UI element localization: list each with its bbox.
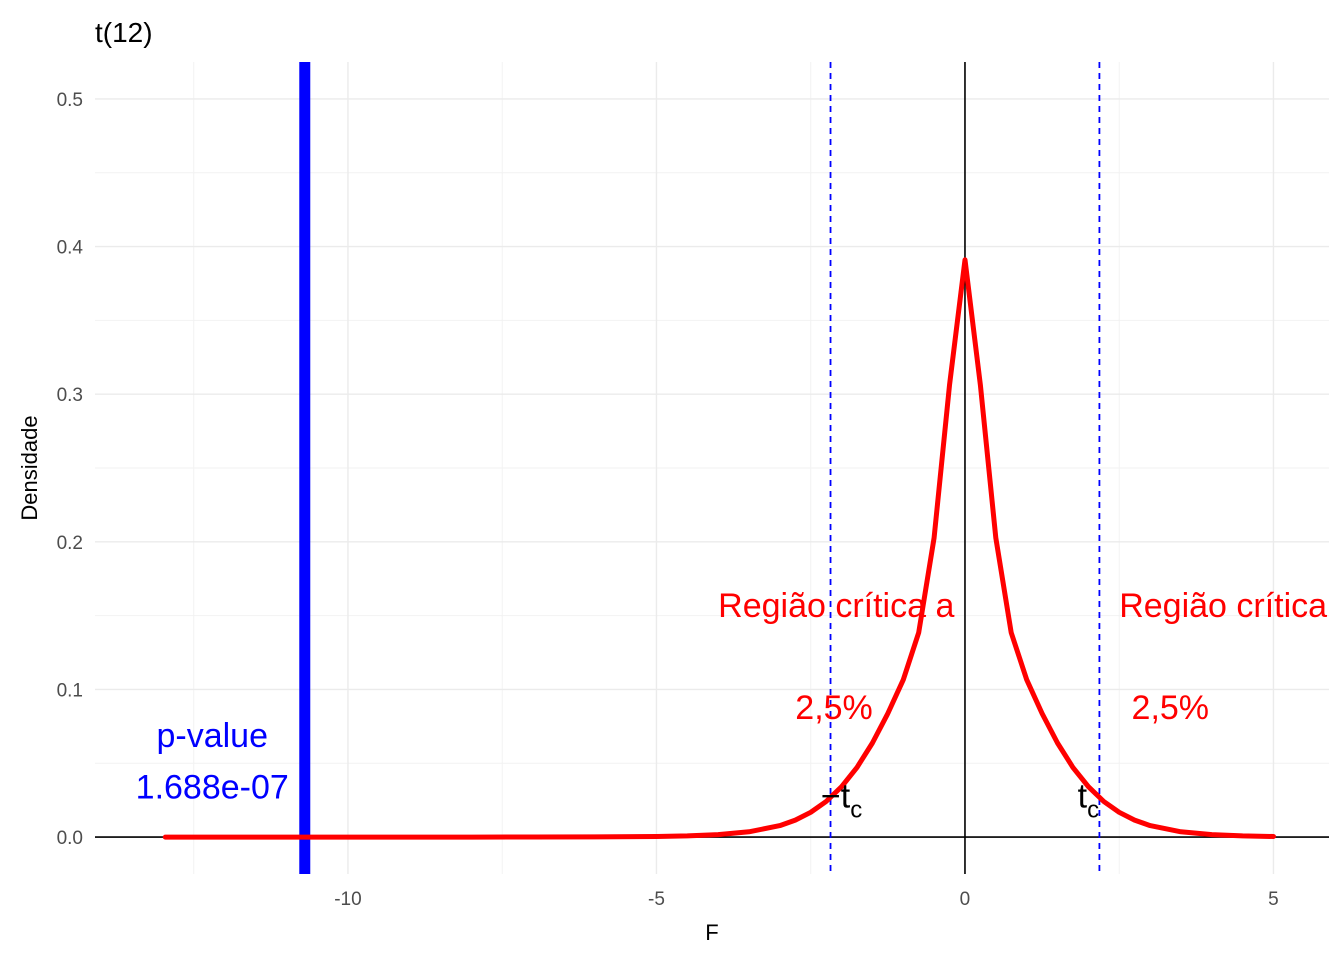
y-tick-label: 0.2 <box>57 533 83 554</box>
y-tick-labels: 0.0 0.1 0.2 0.3 0.4 0.5 <box>57 90 84 849</box>
x-tick-labels: -10 -5 0 5 <box>334 889 1279 910</box>
pvalue-value: 1.688e-07 <box>136 769 289 807</box>
x-tick-label: 0 <box>960 889 971 910</box>
x-tick-label: 5 <box>1268 889 1279 910</box>
density-curve <box>162 257 1276 840</box>
region-left-label: Região crítica a <box>718 587 954 625</box>
density-series <box>162 257 1276 840</box>
annotations: Região crítica a Região crítica a 2,5% 2,5%… <box>136 587 1344 824</box>
x-tick-label: -10 <box>334 889 361 910</box>
y-tick-label: 0.1 <box>57 680 83 701</box>
pvalue-label: p-value <box>156 717 268 755</box>
region-right-label: Região crítica a <box>1119 587 1344 625</box>
chart-title: t(12) <box>95 17 153 48</box>
x-axis-title: F <box>705 920 718 945</box>
y-tick-label: 0.3 <box>57 385 83 406</box>
y-axis-title: Densidade <box>17 415 42 520</box>
y-tick-label: 0.0 <box>57 828 83 849</box>
y-tick-label: 0.4 <box>57 238 84 259</box>
pct-right-label: 2,5% <box>1132 689 1210 727</box>
tc-left-label: −tc <box>821 778 862 824</box>
y-tick-label: 0.5 <box>57 90 83 111</box>
x-tick-label: -5 <box>648 889 665 910</box>
minor-grid <box>95 62 1329 874</box>
pct-left-label: 2,5% <box>795 689 873 727</box>
